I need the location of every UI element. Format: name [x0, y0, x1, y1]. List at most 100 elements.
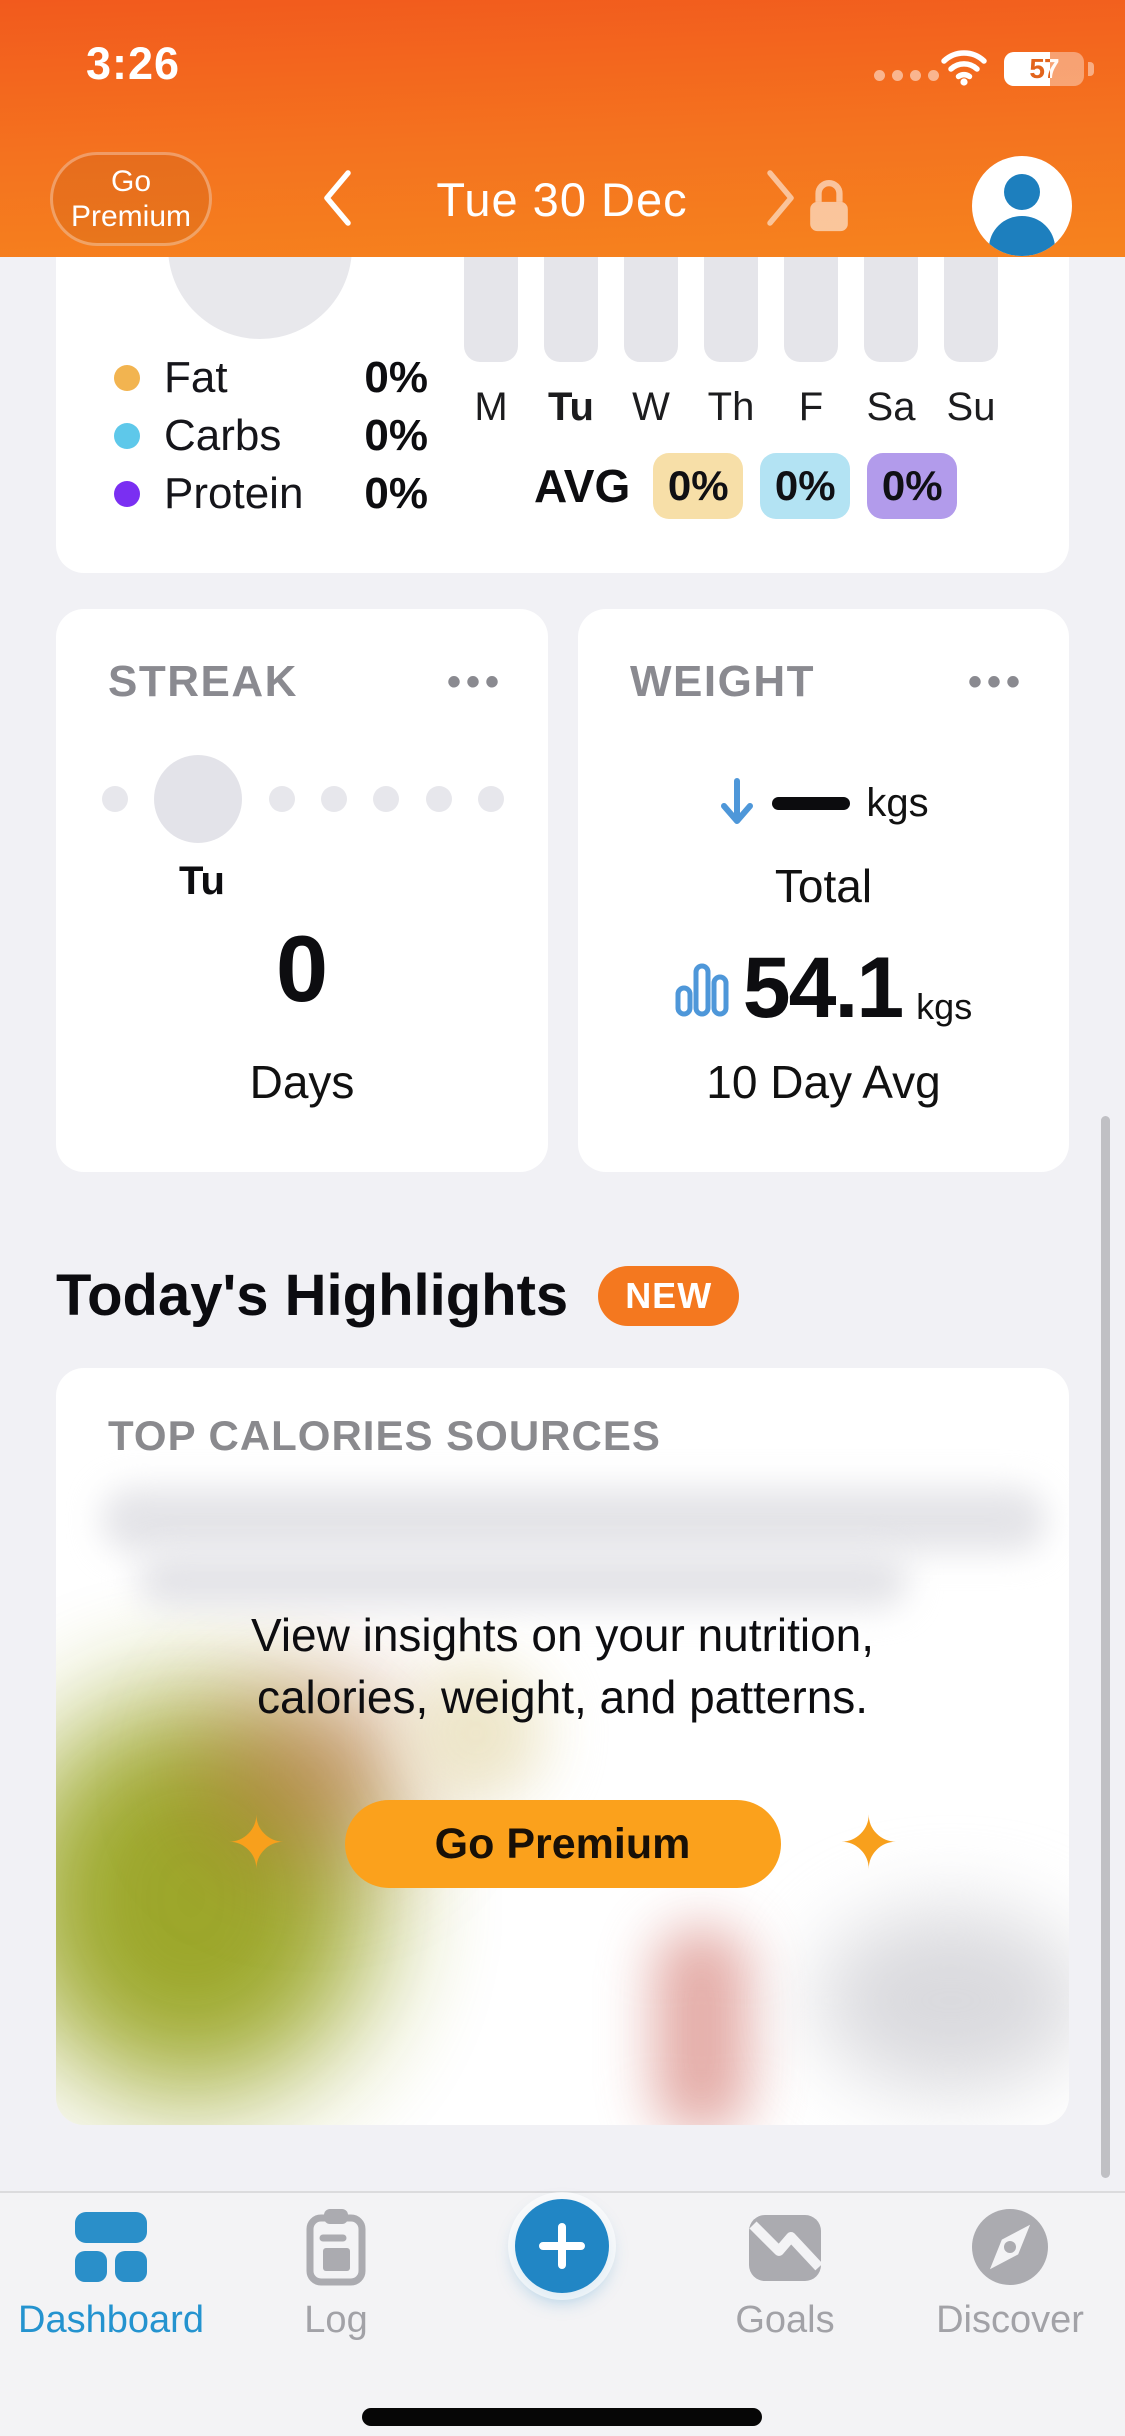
weight-value: 54.1: [742, 940, 904, 1036]
battery-cap: [1088, 62, 1094, 76]
previous-day-button[interactable]: [320, 168, 354, 233]
tab-dashboard[interactable]: Dashboard: [0, 2207, 222, 2342]
blurred-text-line: [102, 1488, 1046, 1552]
top-calories-title: TOP CALORIES SOURCES: [108, 1412, 661, 1459]
go-premium-button[interactable]: Go Premium: [344, 1800, 781, 1888]
day-label: Su: [946, 385, 996, 429]
battery-percent: 57: [1050, 52, 1084, 86]
day-label: M: [474, 385, 508, 429]
wifi-icon: [940, 48, 988, 91]
legend-label: Fat: [164, 352, 228, 402]
blurred-food-image: [816, 1908, 1069, 2093]
battery-icon: 57 57: [1004, 52, 1084, 86]
compass-icon: [972, 2209, 1048, 2285]
scrollbar[interactable]: [1101, 1116, 1110, 2178]
fat-dot-icon: [114, 364, 140, 391]
streak-dot: [425, 786, 452, 812]
legend-value: 0%: [364, 352, 428, 402]
top-calories-card: TOP CALORIES SOURCES View insights on yo…: [56, 1368, 1069, 2125]
go-premium-pill[interactable]: Go Premium: [50, 152, 212, 246]
tab-bar: Dashboard Log Goals: [0, 2191, 1125, 2436]
tab-discover[interactable]: Discover: [899, 2207, 1121, 2342]
blurred-text-line: [138, 1552, 908, 1608]
streak-dot: [102, 786, 128, 812]
status-time: 3:26: [86, 38, 181, 89]
streak-value: 0: [275, 916, 329, 1021]
tab-label: Goals: [735, 2299, 835, 2341]
cellular-signal-icon: [874, 70, 939, 81]
streak-dot: [268, 786, 295, 812]
ellipsis-menu-icon[interactable]: •••: [446, 660, 504, 704]
sparkle-icon: ✦: [838, 1804, 899, 1884]
macro-legend: Fat 0% Carbs 0% Protein 0%: [114, 352, 428, 518]
premium-description-line1: View insights on your nutrition,: [250, 1609, 875, 1661]
legend-label: Protein: [164, 468, 304, 518]
tab-log[interactable]: Log: [225, 2207, 447, 2342]
sparkle-icon: ✦: [226, 1804, 287, 1884]
premium-description-line2: calories, weight, and patterns.: [256, 1671, 869, 1723]
tab-label: Dashboard: [18, 2299, 204, 2341]
day-bar: [544, 257, 598, 362]
week-bar-chart: [464, 257, 998, 362]
blurred-food-image: [406, 1663, 546, 1803]
day-bar: [704, 257, 758, 362]
highlights-heading-row: Today's Highlights NEW: [56, 1262, 740, 1329]
lock-icon: [806, 174, 852, 239]
streak-dots: [102, 751, 504, 847]
home-indicator[interactable]: [362, 2408, 762, 2426]
cta-row: ✦ Go Premium ✦: [56, 1800, 1069, 1888]
day-bar: [624, 257, 678, 362]
day-bar: [464, 257, 518, 362]
streak-dot: [477, 786, 504, 812]
day-label-selected: Tu: [548, 385, 594, 429]
highlights-heading: Today's Highlights: [56, 1263, 569, 1328]
streak-unit-label: Days: [249, 1056, 355, 1108]
avg-label: AVG: [534, 460, 631, 512]
weight-value-row: 54.1 kgs: [578, 939, 1069, 1038]
tab-label: Discover: [936, 2299, 1084, 2341]
avg-row: AVG 0% 0% 0%: [534, 453, 958, 519]
streak-card[interactable]: STREAK ••• Tu 0 Days: [56, 609, 548, 1172]
profile-avatar[interactable]: [972, 156, 1072, 256]
weight-caption: 10 Day Avg: [706, 1056, 941, 1108]
avg-chip-carbs: 0%: [760, 453, 851, 519]
streak-day-label: Tu: [179, 859, 225, 903]
date-title: Tue 30 Dec: [436, 173, 688, 226]
day-label: Sa: [866, 385, 916, 429]
avg-chip-protein: 0%: [867, 453, 958, 519]
weight-card-title: WEIGHT: [630, 657, 815, 706]
macros-card: Fat 0% Carbs 0% Protein 0% M: [56, 257, 1069, 573]
add-button[interactable]: [515, 2199, 609, 2293]
weight-value-unit: kgs: [916, 986, 973, 1027]
trend-dash: [772, 796, 851, 810]
protein-dot-icon: [114, 480, 140, 507]
bar-chart-icon: [675, 963, 729, 1016]
legend-row-protein: Protein 0%: [114, 468, 428, 518]
tab-goals[interactable]: Goals: [674, 2207, 896, 2342]
weight-total-label: Total: [774, 860, 873, 912]
dashboard-icon: [75, 2212, 147, 2282]
day-bar: [944, 257, 998, 362]
day-label: F: [798, 385, 824, 429]
next-day-button[interactable]: [764, 168, 798, 233]
header: 3:26 57 57 Go Premium Tue 30 D: [0, 0, 1125, 257]
weight-card[interactable]: WEIGHT ••• kgs Total 54.1 kgs 10 Day Avg: [578, 609, 1069, 1172]
arrow-down-icon: [721, 778, 754, 824]
week-day-labels: M Tu W Th F Sa Su: [464, 385, 998, 430]
legend-label: Carbs: [164, 410, 282, 460]
premium-description: View insights on your nutrition, calorie…: [56, 1604, 1069, 1728]
macro-donut-placeholder: [168, 257, 352, 339]
streak-card-title: STREAK: [108, 657, 298, 706]
goals-chart-icon: [749, 2215, 823, 2281]
clipboard-icon: [306, 2209, 366, 2286]
blurred-food-image: [654, 1928, 749, 2125]
day-bar: [864, 257, 918, 362]
ellipsis-menu-icon[interactable]: •••: [967, 660, 1025, 704]
legend-row-fat: Fat 0%: [114, 352, 428, 402]
legend-value: 0%: [364, 410, 428, 460]
new-badge: NEW: [598, 1265, 740, 1326]
person-icon: [989, 174, 1055, 256]
avg-chip-fat: 0%: [653, 453, 744, 519]
carbs-dot-icon: [114, 422, 140, 449]
